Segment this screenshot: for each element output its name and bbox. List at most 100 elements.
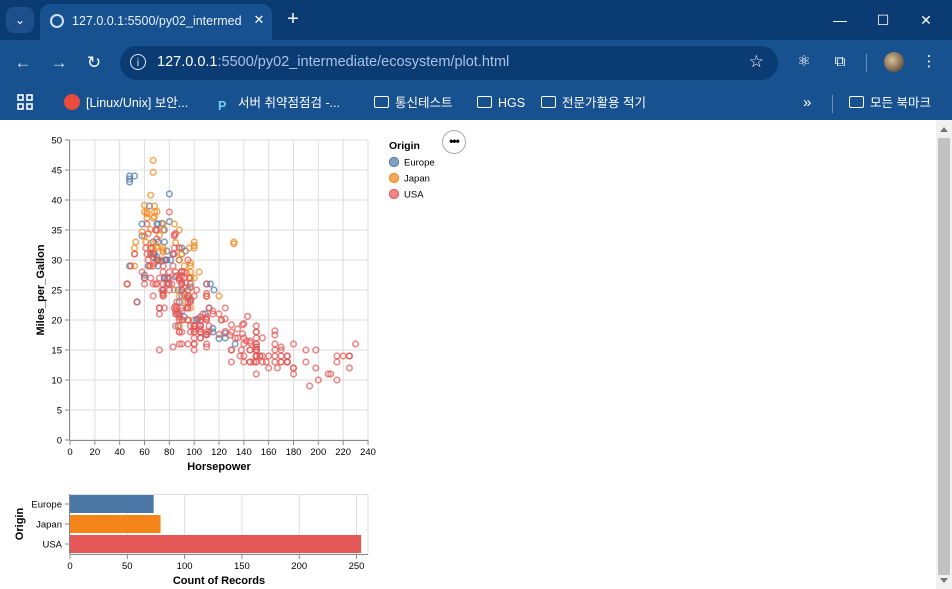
folder-icon bbox=[477, 96, 492, 108]
scatter-point bbox=[138, 232, 146, 240]
scatter-point bbox=[152, 280, 160, 288]
scatter-point bbox=[196, 321, 204, 329]
bookmark-item-linux[interactable]: [Linux/Unix] 보안... bbox=[64, 92, 188, 114]
scatter-point bbox=[155, 274, 163, 282]
scatter-point bbox=[165, 208, 173, 216]
scatter-point bbox=[234, 325, 242, 333]
x-tick-label: 0 bbox=[67, 447, 72, 458]
x-axis-title: Horsepower bbox=[187, 461, 251, 473]
apps-grid-icon[interactable] bbox=[17, 92, 33, 114]
scatter-point bbox=[345, 364, 353, 372]
bookmark-folder-expert[interactable]: 전문가활용 적기 bbox=[541, 92, 646, 114]
scroll-down-icon[interactable] bbox=[940, 578, 948, 583]
scatter-point bbox=[149, 292, 157, 300]
x-tick-label: 220 bbox=[335, 447, 351, 458]
window-close-icon[interactable]: ✕ bbox=[920, 12, 932, 28]
y-tick-label: 15 bbox=[51, 346, 62, 357]
x-tick-label: 100 bbox=[177, 561, 193, 572]
profile-avatar[interactable] bbox=[884, 52, 904, 72]
scatter-point bbox=[246, 358, 254, 366]
bookmarks-overflow-icon[interactable]: » bbox=[803, 94, 812, 111]
scatter-point bbox=[230, 238, 238, 246]
x-tick-label: 160 bbox=[261, 447, 277, 458]
scatter-point bbox=[169, 250, 177, 258]
legend-symbol bbox=[388, 172, 400, 184]
new-tab-button[interactable]: + bbox=[287, 8, 299, 30]
scatter-point bbox=[153, 242, 161, 250]
scatter-point bbox=[314, 376, 322, 384]
scatter-point bbox=[168, 280, 176, 288]
site-info-icon[interactable]: i bbox=[130, 54, 146, 70]
extensions-icon[interactable]: ⧉ bbox=[834, 53, 846, 70]
bookmark-folder-comm[interactable]: 통신테스트 bbox=[374, 92, 453, 114]
scatter-point bbox=[324, 370, 332, 378]
legend-symbol bbox=[388, 156, 400, 168]
maximize-icon[interactable]: ☐ bbox=[876, 12, 890, 28]
scatter-point bbox=[240, 352, 248, 360]
scatter-point bbox=[171, 322, 180, 330]
scatter-point bbox=[169, 343, 177, 351]
reload-icon[interactable]: ↻ bbox=[86, 53, 102, 72]
scatter-point bbox=[130, 244, 139, 252]
bookmarks-divider bbox=[832, 95, 833, 113]
scatter-point bbox=[221, 315, 229, 323]
vertical-scrollbar[interactable] bbox=[936, 120, 952, 589]
forward-icon[interactable]: → bbox=[50, 53, 68, 72]
bookmark-folder-hgs[interactable]: HGS bbox=[477, 92, 525, 114]
scatter-point bbox=[164, 274, 172, 282]
more-horizontal-icon: ••• bbox=[449, 134, 460, 148]
scroll-up-icon[interactable] bbox=[940, 127, 948, 132]
scatter-point bbox=[175, 316, 183, 324]
scatter-point bbox=[351, 340, 360, 348]
scatter-point bbox=[252, 340, 260, 348]
active-tab[interactable]: 127.0.0.1:5500/py02_intermediate ✕ bbox=[40, 4, 272, 40]
react-devtools-icon[interactable]: ⚛ bbox=[797, 53, 811, 70]
scatter-point bbox=[184, 256, 192, 264]
chart-actions-button[interactable]: ••• bbox=[442, 130, 466, 154]
tab-search-button[interactable]: ⌄ bbox=[6, 7, 34, 33]
bar-plot-area: Europe Japan USA 0 50 100 150 200 250 Count of Re… bbox=[14, 494, 369, 587]
x-tick-label: 50 bbox=[122, 561, 133, 572]
scatter-point bbox=[258, 352, 267, 360]
scatter-point bbox=[302, 346, 310, 354]
x-tick-label: 200 bbox=[291, 561, 307, 572]
scatter-point bbox=[178, 286, 186, 294]
scatter-point bbox=[227, 321, 236, 329]
scatter-point bbox=[246, 346, 254, 354]
scatter-point bbox=[271, 352, 279, 360]
scatter-point bbox=[165, 190, 173, 198]
scatter-point bbox=[215, 335, 223, 343]
y-tick-label: 35 bbox=[51, 226, 62, 237]
scatter-point bbox=[175, 328, 183, 336]
scatter-point bbox=[289, 370, 298, 378]
close-icon[interactable]: ✕ bbox=[253, 12, 265, 27]
scatter-point bbox=[215, 292, 223, 300]
more-menu-icon[interactable]: ⋮ bbox=[921, 53, 937, 70]
p-logo-icon: P bbox=[218, 99, 227, 113]
scatter-point bbox=[246, 339, 254, 347]
bookmark-folder-all[interactable]: 모든 북마크 bbox=[849, 92, 931, 114]
x-tick-label: 240 bbox=[360, 447, 376, 458]
scatter-point bbox=[178, 328, 186, 336]
bookmark-star-icon[interactable]: ☆ bbox=[748, 52, 764, 71]
bar bbox=[70, 495, 154, 513]
scatter-point bbox=[130, 262, 139, 270]
scatter-point bbox=[153, 226, 161, 234]
scatter-point bbox=[289, 340, 298, 348]
scatter-point bbox=[147, 244, 155, 252]
scatter-point bbox=[184, 340, 192, 348]
minimize-icon[interactable]: — bbox=[833, 12, 847, 28]
scatter-point bbox=[175, 276, 183, 284]
scatter-point bbox=[202, 343, 211, 351]
y-tick-label: Europe bbox=[31, 500, 62, 511]
x-tick-label: 120 bbox=[211, 447, 227, 458]
scatter-point bbox=[149, 168, 157, 177]
scatter-point bbox=[205, 322, 213, 330]
back-icon[interactable]: ← bbox=[14, 53, 32, 72]
url-text[interactable]: 127.0.0.1:5500/py02_intermediate/ecosyst… bbox=[157, 54, 509, 70]
legend-label: Europe bbox=[404, 158, 435, 169]
bookmark-item-server[interactable]: P 서버 취약점점검 -... bbox=[218, 92, 340, 114]
scroll-thumb[interactable] bbox=[938, 138, 950, 575]
scatter-point bbox=[312, 364, 320, 372]
address-bar[interactable]: i 127.0.0.1:5500/py02_intermediate/ecosy… bbox=[120, 46, 778, 80]
